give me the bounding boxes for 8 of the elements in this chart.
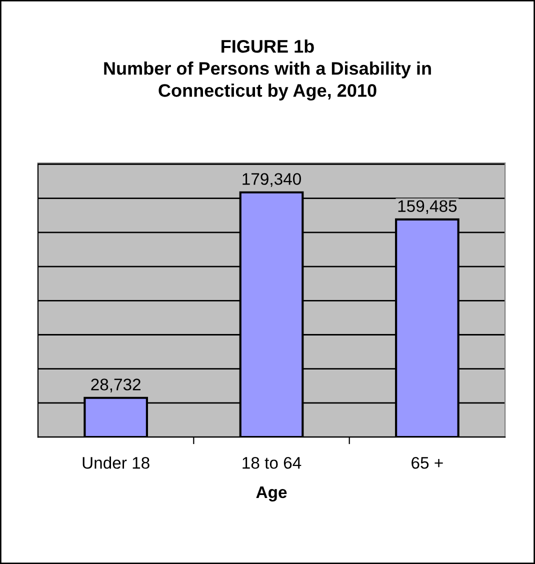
x-tick-label: 65 + bbox=[412, 456, 443, 469]
x-axis-title: Age bbox=[256, 486, 287, 502]
data-label: 28,732 bbox=[91, 378, 140, 392]
data-label: 159,485 bbox=[398, 200, 457, 214]
chart-title: FIGURE 1b Number of Persons with a Disability in Connecticut by Age, 2010 bbox=[104, 39, 431, 101]
x-tick-label: 18 to 64 bbox=[242, 456, 302, 469]
data-label: 179,340 bbox=[242, 173, 301, 187]
x-tick-label: Under 18 bbox=[82, 456, 150, 469]
